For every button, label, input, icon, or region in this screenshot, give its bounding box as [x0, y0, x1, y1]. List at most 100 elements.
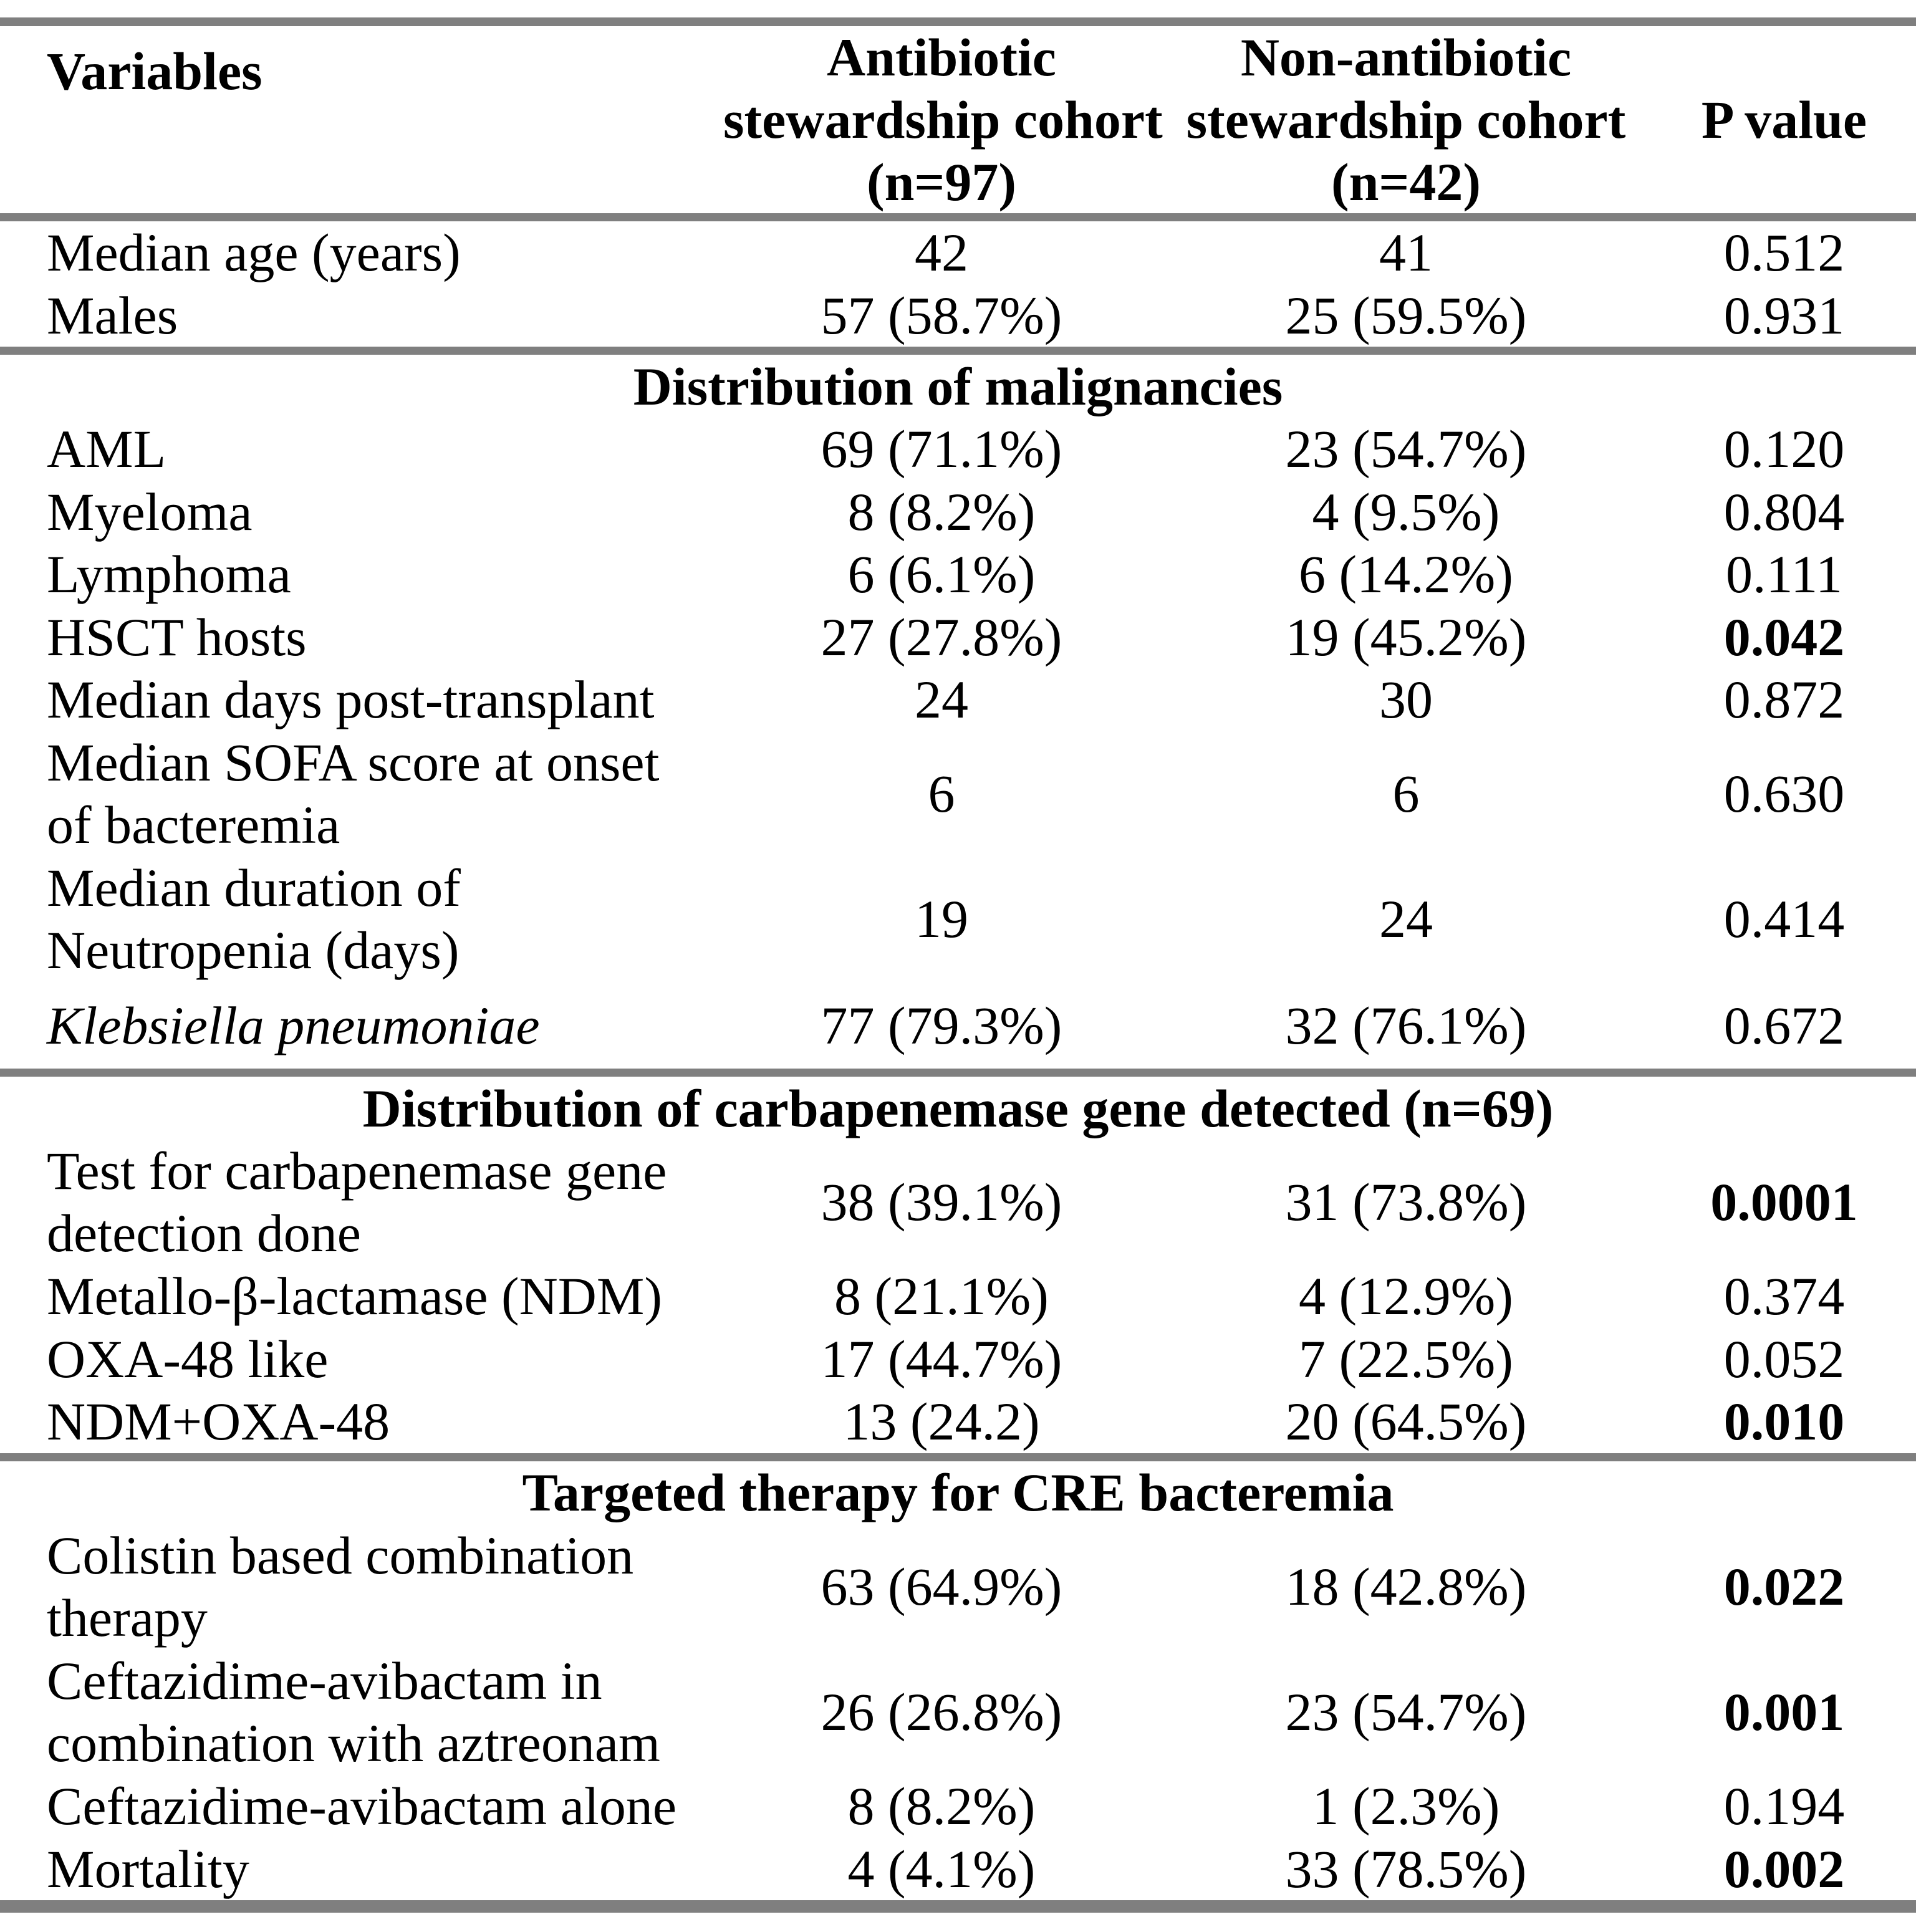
- variable-label-line: Colistin based combination: [47, 1525, 634, 1585]
- p-value: 0.022: [1723, 1556, 1845, 1617]
- variable-label: Ceftazidime-avibactam in combination wit…: [0, 1649, 723, 1774]
- header-line: (n=97): [866, 152, 1017, 212]
- cohort1-value: 8 (8.2%): [847, 1776, 1036, 1836]
- variable-label: Ceftazidime-avibactam alone: [0, 1775, 723, 1838]
- cohort2-value: 6: [1392, 764, 1420, 824]
- section-heading: Targeted therapy for CRE bacteremia: [0, 1453, 1916, 1524]
- table-row: Median days post-transplant 24 30 0.872: [0, 668, 1916, 731]
- variable-label-line: of bacteremia: [47, 795, 340, 855]
- section-heading-row: Targeted therapy for CRE bacteremia: [0, 1453, 1916, 1524]
- p-value: 0.002: [1723, 1838, 1845, 1899]
- column-header-non-antibiotic-cohort: Non-antibiotic stewardship cohort (n=42): [1160, 22, 1652, 218]
- table-row: Ceftazidime-avibactam in combination wit…: [0, 1649, 1916, 1774]
- variable-label-line: OXA-48 like: [47, 1329, 329, 1389]
- cohort-comparison-table: Variables Antibiotic stewardship cohort …: [0, 17, 1916, 1913]
- p-value: 0.374: [1723, 1266, 1845, 1327]
- table-row: AML 69 (71.1%) 23 (54.7%) 0.120: [0, 418, 1916, 481]
- variable-label: Colistin based combination therapy: [0, 1524, 723, 1649]
- cohort1-value: 38 (39.1%): [821, 1172, 1062, 1233]
- variable-label-line: combination with aztreonam: [47, 1713, 660, 1774]
- cohort2-value: 4 (12.9%): [1299, 1266, 1513, 1327]
- cohort2-value: 7 (22.5%): [1299, 1329, 1513, 1389]
- cohort2-value: 18 (42.8%): [1285, 1556, 1527, 1617]
- variable-label: OXA-48 like: [0, 1328, 723, 1391]
- cohort2-value: 23 (54.7%): [1285, 1682, 1527, 1742]
- p-value: 0.0001: [1710, 1172, 1858, 1233]
- table-row: NDM+OXA-48 13 (24.2) 20 (64.5%) 0.010: [0, 1390, 1916, 1457]
- header-line: stewardship cohort: [723, 90, 1163, 150]
- table-row: Metallo-β-lactamase (NDM) 8 (21.1%) 4 (1…: [0, 1265, 1916, 1328]
- cohort2-value: 6 (14.2%): [1299, 544, 1513, 605]
- table-row: Males 57 (58.7%) 25 (59.5%) 0.931: [0, 284, 1916, 351]
- cohort2-value: 33 (78.5%): [1285, 1838, 1527, 1899]
- section-heading-row: Distribution of malignancies: [0, 347, 1916, 418]
- header-line: stewardship cohort: [1186, 90, 1626, 150]
- variable-label-line: HSCT hosts: [47, 607, 307, 667]
- section-heading: Distribution of carbapenemase gene detec…: [0, 1069, 1916, 1140]
- header-line: (n=42): [1331, 152, 1481, 212]
- p-value: 0.111: [1725, 544, 1843, 605]
- section-heading: Distribution of malignancies: [0, 347, 1916, 418]
- cohort2-value: 25 (59.5%): [1285, 285, 1527, 345]
- cohort1-value: 69 (71.1%): [821, 419, 1062, 479]
- table-row: Median duration of Neutropenia (days) 19…: [0, 857, 1916, 982]
- variable-label: NDM+OXA-48: [0, 1390, 723, 1457]
- table-header-row: Variables Antibiotic stewardship cohort …: [0, 22, 1916, 218]
- cohort1-value: 8 (8.2%): [847, 481, 1036, 542]
- variable-label-line: Median duration of: [47, 858, 461, 918]
- variable-label-line: Males: [47, 285, 178, 345]
- cohort2-value: 30: [1379, 670, 1433, 730]
- variable-label-line: Ceftazidime-avibactam alone: [47, 1776, 676, 1836]
- table-row: Median age (years) 42 41 0.512: [0, 213, 1916, 284]
- variable-label: Myeloma: [0, 480, 723, 543]
- variable-label-line: Test for carbapenemase gene: [47, 1141, 667, 1201]
- cohort1-value: 26 (26.8%): [821, 1682, 1062, 1742]
- variable-label-line: Metallo-β-lactamase (NDM): [47, 1266, 662, 1327]
- p-value: 0.042: [1723, 607, 1845, 667]
- p-value: 0.804: [1723, 481, 1845, 542]
- cohort2-value: 32 (76.1%): [1285, 995, 1527, 1055]
- cohort2-value: 41: [1160, 213, 1652, 284]
- table-row: Ceftazidime-avibactam alone 8 (8.2%) 1 (…: [0, 1775, 1916, 1838]
- cohort2-value: 31 (73.8%): [1285, 1172, 1527, 1233]
- cohort2-value: 1 (2.3%): [1312, 1776, 1500, 1836]
- cohort1-value: 6: [928, 764, 955, 824]
- cohort1-value: 24: [915, 670, 968, 730]
- variable-label: Klebsiella pneumoniae: [0, 982, 723, 1073]
- column-header-antibiotic-cohort: Antibiotic stewardship cohort (n=97): [723, 22, 1163, 218]
- cohort1-value: 6 (6.1%): [847, 544, 1036, 605]
- table-row: Klebsiella pneumoniae 77 (79.3%) 32 (76.…: [0, 982, 1916, 1073]
- cohort1-value: 8 (21.1%): [834, 1266, 1049, 1327]
- variable-label-line: Neutropenia (days): [47, 920, 460, 981]
- variable-label-line: Klebsiella pneumoniae: [47, 995, 540, 1055]
- section-heading-row: Distribution of carbapenemase gene detec…: [0, 1069, 1916, 1140]
- variable-label: Median age (years): [0, 213, 723, 284]
- table-row: Test for carbapenemase gene detection do…: [0, 1140, 1916, 1265]
- cohort2-value: 23 (54.7%): [1285, 419, 1527, 479]
- column-header-variables-label: Variables: [47, 41, 262, 101]
- cohort2-value: 4 (9.5%): [1312, 481, 1500, 542]
- p-value: 0.120: [1723, 419, 1845, 479]
- variable-label-line: Ceftazidime-avibactam in: [47, 1651, 602, 1711]
- cohort2-value: 19 (45.2%): [1285, 607, 1527, 667]
- cohort1-value: 57 (58.7%): [821, 285, 1062, 345]
- variable-label: Metallo-β-lactamase (NDM): [0, 1265, 723, 1328]
- variable-label: Median SOFA score at onset of bacteremia: [0, 731, 723, 857]
- column-header-variables: Variables: [0, 22, 723, 218]
- p-value: 0.414: [1723, 889, 1845, 949]
- header-line: Antibiotic: [827, 27, 1056, 87]
- variable-label: HSCT hosts: [0, 606, 723, 669]
- variable-label-line: NDM+OXA-48: [47, 1391, 390, 1452]
- variable-label: Males: [0, 284, 723, 351]
- variable-label-line: Median age (years): [47, 223, 461, 283]
- cohort1-value: 42: [723, 213, 1160, 284]
- table-row: Colistin based combination therapy 63 (6…: [0, 1524, 1916, 1649]
- cohort2-value: 24: [1379, 889, 1433, 949]
- table-row: OXA-48 like 17 (44.7%) 7 (22.5%) 0.052: [0, 1328, 1916, 1391]
- variable-label: Median duration of Neutropenia (days): [0, 857, 723, 982]
- cohort1-value: 4 (4.1%): [847, 1838, 1036, 1899]
- p-value: 0.672: [1723, 995, 1845, 1055]
- p-value: 0.194: [1723, 1776, 1845, 1836]
- p-value: 0.872: [1723, 670, 1845, 730]
